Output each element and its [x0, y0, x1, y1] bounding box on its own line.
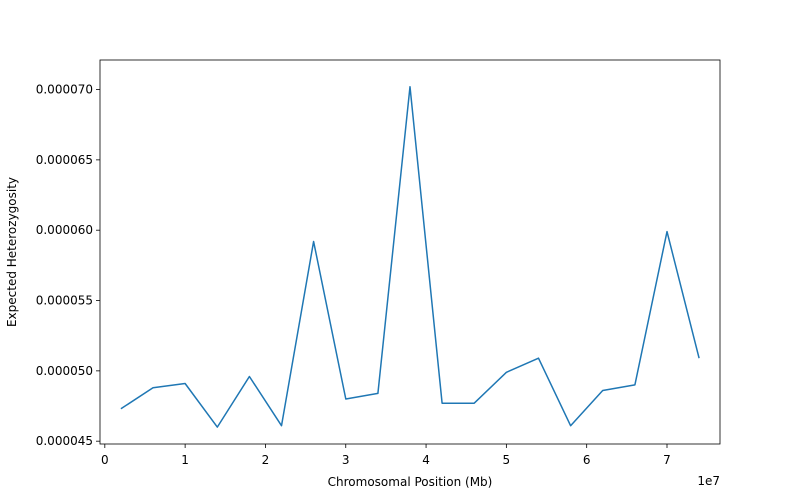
x-tick-label: 5 — [503, 453, 511, 467]
x-tick-label: 7 — [663, 453, 671, 467]
plot-frame — [99, 59, 721, 445]
x-tick-label: 3 — [342, 453, 350, 467]
plot-background — [100, 60, 720, 444]
y-tick-label: 0.000050 — [36, 364, 93, 378]
series-line — [120, 85, 700, 428]
x-axis-offset-label: 1e7 — [697, 474, 720, 488]
x-axis-label: Chromosomal Position (Mb) — [328, 475, 493, 489]
y-tick-label: 0.000065 — [36, 153, 93, 167]
x-tick-label: 1 — [181, 453, 189, 467]
x-tick-label: 6 — [583, 453, 591, 467]
x-tick-label: 4 — [422, 453, 430, 467]
x-axis-ticks: 0 1 2 3 4 5 6 7 — [101, 444, 671, 467]
y-axis-label: Expected Heterozygosity — [5, 177, 19, 327]
y-axis-ticks: 0.000045 0.000050 0.000055 0.000060 0.000065… — [36, 83, 100, 448]
x-tick-label: 2 — [262, 453, 270, 467]
y-tick-label: 0.000060 — [36, 223, 93, 237]
y-tick-label: 0.000055 — [36, 294, 93, 308]
y-tick-label: 0.000070 — [36, 83, 93, 97]
y-tick-label: 0.000045 — [36, 434, 93, 448]
x-tick-label: 0 — [101, 453, 109, 467]
